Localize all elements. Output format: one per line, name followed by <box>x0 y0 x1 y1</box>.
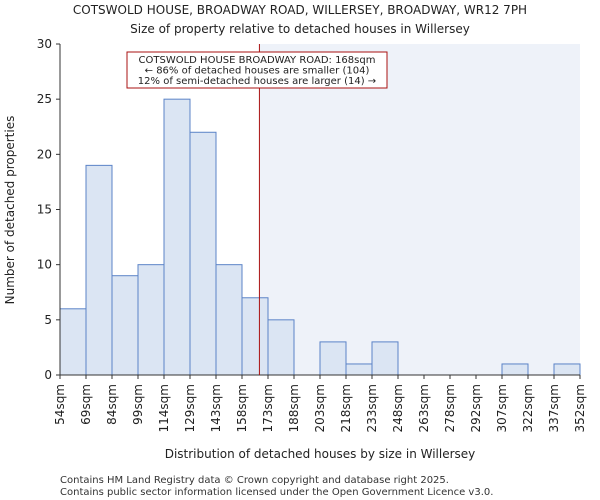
x-tick-label-263sqm: 263sqm <box>417 384 431 432</box>
x-tick-label-173sqm: 173sqm <box>261 384 275 432</box>
bar-158sqm <box>241 297 269 376</box>
x-tick-label-84sqm: 84sqm <box>105 384 119 425</box>
y-tick-label-20: 20 <box>37 147 52 161</box>
x-tick-label-129sqm: 129sqm <box>183 384 197 432</box>
footer-line-2: Contains public sector information licen… <box>60 487 493 498</box>
x-tick-label-69sqm: 69sqm <box>79 384 93 425</box>
plot-area: 0 5 10 15 20 25 30 54sqm 69sqm 84sqm 99sqm 114sqm 12… <box>37 37 587 432</box>
x-tick-label-99sqm: 99sqm <box>131 384 145 425</box>
x-tick-label-114sqm: 114sqm <box>157 384 171 432</box>
x-tick-label-307sqm: 307sqm <box>495 384 509 432</box>
chart-title-line-1: COTSWOLD HOUSE, BROADWAY ROAD, WILLERSEY… <box>73 3 527 17</box>
y-axis-label: Number of detached properties <box>3 116 17 305</box>
y-tick-label-0: 0 <box>44 368 52 382</box>
x-tick-label-54sqm: 54sqm <box>53 384 67 425</box>
x-tick-label-218sqm: 218sqm <box>339 384 353 432</box>
bar-129sqm <box>189 131 217 376</box>
annotation-box <box>126 51 388 89</box>
x-tick-label-188sqm: 188sqm <box>287 384 301 432</box>
bar-337sqm <box>553 363 581 376</box>
x-tick-label-337sqm: 337sqm <box>547 384 561 432</box>
y-tick-label-15: 15 <box>37 203 52 217</box>
x-axis-label: Distribution of detached houses by size … <box>165 447 476 461</box>
bar-99sqm <box>137 264 165 376</box>
x-tick-label-203sqm: 203sqm <box>313 384 327 432</box>
annotation-line-1: COTSWOLD HOUSE BROADWAY ROAD: 168sqm <box>139 55 376 66</box>
bar-69sqm <box>85 164 113 376</box>
x-tick-label-143sqm: 143sqm <box>209 384 223 432</box>
chart-title-line-2: Size of property relative to detached ho… <box>130 22 470 36</box>
bar-173sqm <box>267 319 295 376</box>
x-tick-label-233sqm: 233sqm <box>365 384 379 432</box>
larger-region-shading <box>259 44 580 375</box>
footer-line-1: Contains HM Land Registry data © Crown c… <box>60 475 449 486</box>
x-tick-label-322sqm: 322sqm <box>521 384 535 432</box>
x-tick-label-352sqm: 352sqm <box>573 384 587 432</box>
bar-54sqm <box>59 308 87 376</box>
y-tick-label-25: 25 <box>37 92 52 106</box>
y-tick-label-5: 5 <box>44 313 52 327</box>
y-tick-label-10: 10 <box>37 258 52 272</box>
annotation-line-2: ← 86% of detached houses are smaller (10… <box>145 66 370 77</box>
bar-218sqm <box>345 363 373 376</box>
x-tick-label-248sqm: 248sqm <box>391 384 405 432</box>
bar-307sqm <box>501 363 529 376</box>
bar-203sqm <box>319 341 347 376</box>
bar-143sqm <box>215 264 243 376</box>
bar-114sqm <box>163 98 191 376</box>
bar-84sqm <box>111 275 139 376</box>
x-tick-label-158sqm: 158sqm <box>235 384 249 432</box>
bar-233sqm <box>371 341 399 376</box>
x-tick-label-278sqm: 278sqm <box>443 384 457 432</box>
y-tick-label-30: 30 <box>37 37 52 51</box>
annotation-line-3: 12% of semi-detached houses are larger (… <box>138 76 376 87</box>
x-tick-label-292sqm: 292sqm <box>469 384 483 432</box>
